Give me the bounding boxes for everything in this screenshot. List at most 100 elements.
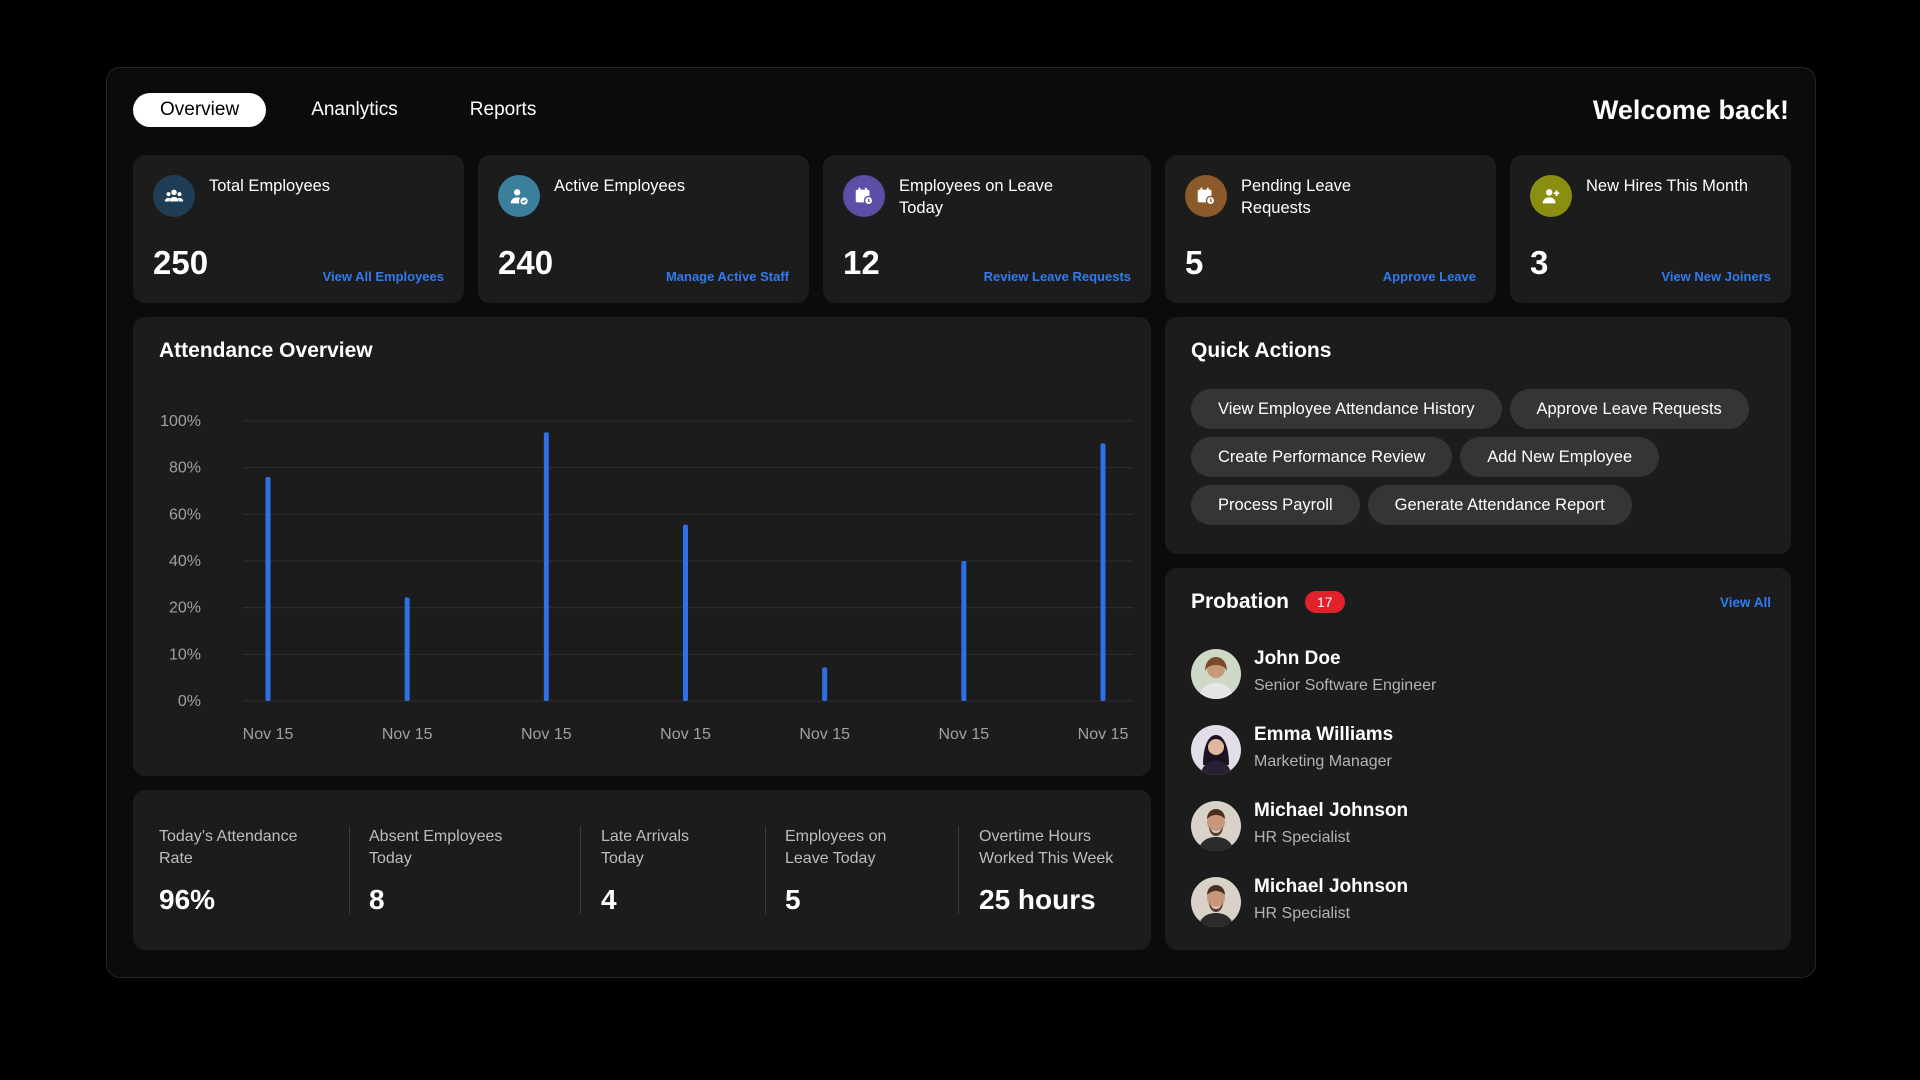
view-new-joiners-link[interactable]: View New Joiners (1661, 269, 1771, 284)
divider (958, 826, 959, 914)
metric-label: Employees on Leave Today (785, 828, 887, 867)
metric-label: Overtime Hours Worked This Week (979, 828, 1114, 867)
metric-label: Today’s Attendance Rate (159, 828, 298, 867)
stat-card-active-employees: Active Employees 240 Manage Active Staff (478, 155, 809, 303)
approve-leave-requests-button[interactable]: Approve Leave Requests (1509, 389, 1749, 429)
x-tick-label: Nov 15 (938, 726, 989, 743)
welcome-heading: Welcome back! (1592, 95, 1789, 125)
metric-label: Late Arrivals Today (601, 828, 690, 867)
attendance-bar (1100, 443, 1106, 701)
stat-card-total-employees: Total Employees 250 View All Employees (133, 155, 464, 303)
view-all-employees-link[interactable]: View All Employees (322, 269, 444, 284)
probation-list-item[interactable]: Michael Johnson HR Specialist (1191, 800, 1751, 854)
calendar-clock-icon (1185, 175, 1227, 217)
y-tick-label: 60% (169, 506, 201, 523)
tab-reports[interactable]: Reports (469, 99, 537, 120)
tab-overview[interactable]: Overview (133, 93, 267, 127)
add-new-employee-button[interactable]: Add New Employee (1460, 437, 1660, 477)
probation-list-item[interactable]: Michael Johnson HR Specialist (1191, 876, 1751, 930)
attendance-overview-panel: Attendance Overview 100% 80% 60% 40% 20% 10% 0… (133, 317, 1151, 776)
metric-absent-employees: Absent Employees Today 8 (369, 826, 529, 916)
stat-label: Total Employees (209, 177, 331, 195)
quick-actions-title: Quick Actions (1191, 339, 1332, 362)
person-role: HR Specialist (1254, 829, 1351, 846)
stat-card-new-hires: New Hires This Month 3 View New Joiners (1510, 155, 1791, 303)
x-tick-label: Nov 15 (1078, 726, 1129, 743)
avatar (1191, 649, 1241, 699)
x-tick-label: Nov 15 (243, 726, 294, 743)
avatar (1191, 725, 1241, 775)
avatar (1191, 801, 1241, 851)
approve-leave-link[interactable]: Approve Leave (1382, 269, 1476, 284)
tab-analytics[interactable]: Ananlytics (311, 99, 398, 120)
stat-card-pending-leave: Pending Leave Requests 5 Approve Leave (1165, 155, 1496, 303)
person-role: Senior Software Engineer (1254, 677, 1437, 694)
person-name: Michael Johnson (1254, 876, 1409, 897)
probation-title: Probation (1191, 590, 1289, 613)
y-tick-label: 40% (169, 553, 201, 570)
metric-label: Absent Employees Today (369, 828, 503, 867)
user-plus-icon (1530, 175, 1572, 217)
metric-overtime-hours: Overtime Hours Worked This Week 25 hours (979, 826, 1139, 916)
metric-employees-on-leave: Employees on Leave Today 5 (785, 826, 915, 916)
stat-value: 240 (498, 244, 554, 281)
process-payroll-button[interactable]: Process Payroll (1191, 485, 1360, 525)
attendance-bar (683, 524, 688, 701)
probation-list-item[interactable]: John Doe Senior Software Engineer (1191, 648, 1751, 702)
view-attendance-history-button[interactable]: View Employee Attendance History (1191, 389, 1502, 429)
metric-value: 5 (785, 884, 801, 915)
metric-attendance-rate: Today’s Attendance Rate 96% (159, 826, 299, 916)
create-performance-review-button[interactable]: Create Performance Review (1191, 437, 1453, 477)
attendance-bar (822, 667, 828, 701)
y-tick-label: 20% (169, 600, 201, 617)
y-tick-label: 80% (169, 460, 201, 477)
stat-label: Active Employees (554, 177, 686, 195)
quick-actions-panel: Quick Actions View Employee Attendance H… (1165, 317, 1791, 554)
attendance-overview-title: Attendance Overview (159, 339, 373, 362)
tab-bar: Overview Ananlytics Reports (133, 93, 563, 127)
probation-list-item[interactable]: Emma Williams Marketing Manager (1191, 724, 1751, 778)
divider (349, 826, 350, 914)
attendance-chart: 100% 80% 60% 40% 20% 10% 0% Nov 15 Nov 15 Nov 15 N… (160, 413, 1133, 743)
divider (580, 826, 581, 914)
x-tick-label: Nov 15 (799, 726, 850, 743)
y-tick-label: 0% (178, 693, 201, 710)
user-check-icon (498, 175, 540, 217)
stat-value: 12 (843, 244, 880, 281)
users-icon (153, 175, 195, 217)
metric-value: 96% (159, 884, 216, 915)
quick-actions-list: View Employee Attendance History Approve… (1191, 389, 1781, 525)
stat-card-employees-on-leave: Employees on Leave Today 12 Review Leave… (823, 155, 1151, 303)
attendance-bar (961, 561, 967, 701)
x-tick-label: Nov 15 (521, 726, 572, 743)
attendance-bar (265, 477, 271, 701)
person-role: Marketing Manager (1254, 753, 1392, 770)
attendance-bar (543, 432, 549, 701)
metric-value: 8 (369, 884, 385, 915)
y-tick-label: 100% (160, 413, 201, 430)
stat-value: 3 (1530, 244, 1549, 281)
stat-label: Pending Leave Requests (1241, 177, 1352, 217)
dashboard-frame: Overview Ananlytics Reports Welcome back… (106, 67, 1816, 978)
person-name: John Doe (1254, 648, 1341, 669)
x-tick-label: Nov 15 (382, 726, 433, 743)
divider (765, 826, 766, 914)
generate-attendance-report-button[interactable]: Generate Attendance Report (1367, 485, 1632, 525)
metric-value: 25 hours (979, 884, 1096, 915)
manage-active-staff-link[interactable]: Manage Active Staff (665, 269, 789, 284)
stat-value: 5 (1185, 244, 1204, 281)
person-role: HR Specialist (1254, 905, 1351, 922)
metric-late-arrivals: Late Arrivals Today 4 (601, 826, 721, 916)
calendar-clock-icon (843, 175, 885, 217)
avatar (1191, 877, 1241, 927)
y-tick-label: 10% (169, 646, 201, 663)
probation-view-all-link[interactable]: View All (1719, 595, 1771, 610)
stat-value: 250 (153, 244, 209, 281)
review-leave-requests-link[interactable]: Review Leave Requests (983, 269, 1131, 284)
probation-count-badge: 17 (1305, 591, 1345, 613)
person-name: Emma Williams (1254, 724, 1394, 745)
metric-value: 4 (601, 884, 617, 915)
x-tick-label: Nov 15 (660, 726, 711, 743)
stat-label: New Hires This Month (1586, 177, 1748, 195)
attendance-bar (404, 597, 410, 701)
